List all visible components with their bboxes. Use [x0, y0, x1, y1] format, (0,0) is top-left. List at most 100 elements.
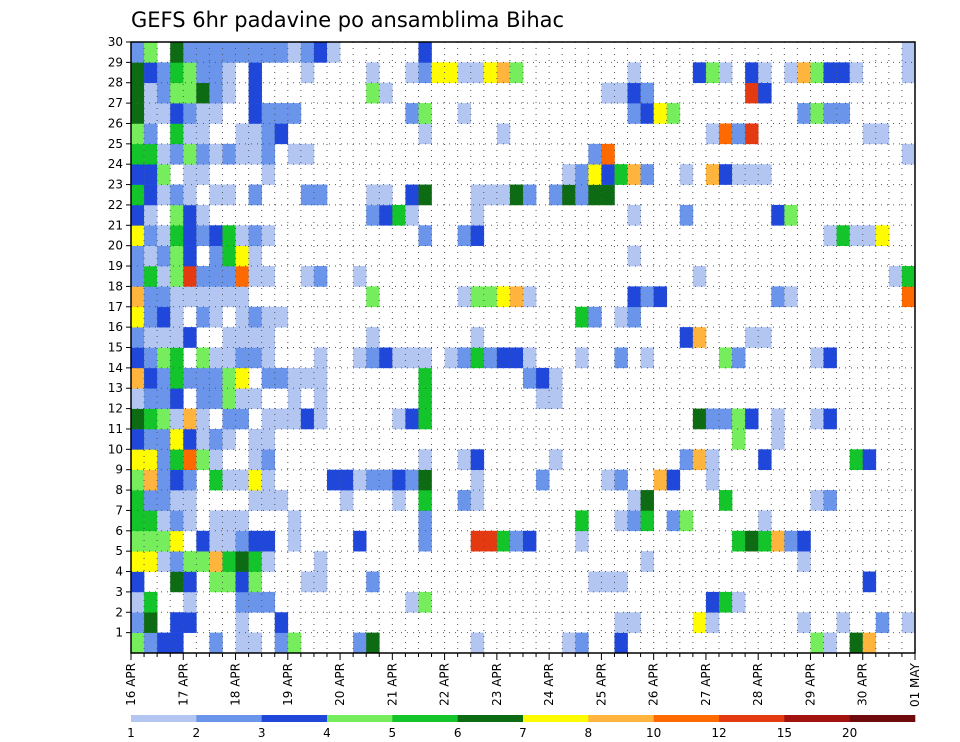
heatmap-cell: [170, 62, 184, 84]
heatmap-cell: [300, 62, 315, 84]
heatmap-cell: [222, 347, 236, 369]
heatmap-cell: [627, 62, 641, 84]
heatmap-cell: [235, 42, 249, 63]
heatmap-cell: [183, 510, 197, 532]
heatmap-cell: [261, 103, 276, 124]
heatmap-cell: [418, 510, 432, 532]
heatmap-cell: [144, 286, 158, 308]
heatmap-cell: [209, 42, 223, 63]
heatmap-cell: [405, 408, 419, 430]
heatmap-cell: [588, 306, 602, 328]
heatmap-cell: [601, 143, 615, 165]
heatmap-cell: [745, 123, 759, 145]
heatmap-cell: [366, 347, 380, 369]
heatmap-cell: [379, 347, 393, 369]
heatmap-cell: [562, 184, 576, 206]
heatmap-cell: [470, 469, 485, 491]
heatmap-cell: [209, 245, 223, 267]
heatmap-cell: [131, 225, 145, 246]
heatmap-cell: [274, 42, 289, 63]
y-tick-label: 16: [108, 320, 123, 334]
heatmap-cell: [418, 42, 432, 63]
heatmap-cell: [222, 286, 236, 308]
heatmap-cell: [523, 286, 537, 308]
heatmap-cell: [313, 388, 328, 409]
heatmap-cell: [144, 510, 158, 532]
x-tick-label: 17 APR: [176, 663, 190, 706]
heatmap-cell: [157, 367, 171, 389]
heatmap-cell: [196, 347, 210, 369]
heatmap-cell: [157, 143, 171, 165]
heatmap-cell: [418, 123, 432, 145]
heatmap-cell: [366, 184, 380, 206]
heatmap-cell: [758, 82, 772, 104]
heatmap-cell: [196, 225, 210, 246]
heatmap-cell: [131, 490, 145, 511]
heatmap-cell: [144, 449, 158, 470]
heatmap-cell: [209, 266, 223, 287]
heatmap-cell: [144, 123, 158, 145]
heatmap-cell: [209, 347, 223, 369]
heatmap-cell: [170, 306, 184, 328]
heatmap-cell: [627, 204, 641, 226]
heatmap-cell: [131, 184, 145, 206]
heatmap-cell: [196, 143, 210, 165]
colorbar-swatch: [849, 715, 916, 722]
heatmap-cell: [235, 510, 249, 532]
heatmap-cell: [653, 286, 668, 308]
heatmap-cell: [457, 490, 472, 511]
heatmap-cell: [222, 62, 236, 84]
heatmap-cell: [235, 551, 249, 572]
heatmap-cell: [144, 266, 158, 287]
heatmap-cell: [784, 530, 798, 552]
heatmap-cell: [196, 103, 210, 124]
heatmap-cell: [287, 530, 302, 552]
heatmap-cell: [144, 551, 158, 572]
heatmap-cell: [405, 469, 419, 491]
heatmap-cell: [640, 510, 654, 532]
heatmap-cell: [732, 123, 746, 145]
heatmap-cell: [235, 469, 249, 491]
heatmap-cell: [157, 632, 171, 654]
heatmap-cell: [235, 530, 249, 552]
heatmap-cell: [745, 82, 759, 104]
heatmap-cell: [209, 103, 223, 124]
heatmap-cell: [614, 347, 628, 369]
heatmap-cell: [222, 367, 236, 389]
heatmap-cell: [196, 123, 210, 145]
heatmap-cell: [444, 62, 458, 84]
heatmap-cell: [144, 469, 158, 491]
heatmap-cell: [509, 184, 524, 206]
heatmap-cell: [327, 42, 341, 63]
heatmap-cell: [183, 286, 197, 308]
heatmap-cell: [287, 367, 302, 389]
heatmap-cell: [222, 571, 236, 593]
heatmap-cell: [144, 42, 158, 63]
heatmap-cell: [797, 103, 811, 124]
heatmap-cell: [745, 408, 759, 430]
heatmap-cell: [601, 184, 615, 206]
heatmap-cell: [209, 449, 223, 470]
heatmap-cell: [144, 204, 158, 226]
heatmap-cell: [901, 42, 916, 63]
heatmap-cell: [131, 428, 145, 450]
heatmap-cell: [183, 62, 197, 84]
heatmap-cell: [196, 42, 210, 63]
heatmap-cell: [170, 103, 184, 124]
heatmap-cell: [131, 82, 145, 104]
x-tick-label: 01 MAY: [908, 662, 922, 707]
heatmap-cell: [170, 143, 184, 165]
heatmap-cell: [705, 408, 720, 430]
heatmap-cell: [353, 469, 367, 491]
heatmap-cell: [196, 62, 210, 84]
heatmap-cell: [457, 62, 472, 84]
heatmap-cell: [170, 510, 184, 532]
heatmap-cell: [287, 388, 302, 409]
heatmap-cell: [261, 408, 276, 430]
heatmap-cell: [379, 184, 393, 206]
heatmap-cell: [901, 62, 916, 84]
heatmap-cell: [366, 62, 380, 84]
x-tick-label: 22 APR: [438, 663, 452, 706]
heatmap-cell: [157, 490, 171, 511]
heatmap-cell: [144, 632, 158, 654]
